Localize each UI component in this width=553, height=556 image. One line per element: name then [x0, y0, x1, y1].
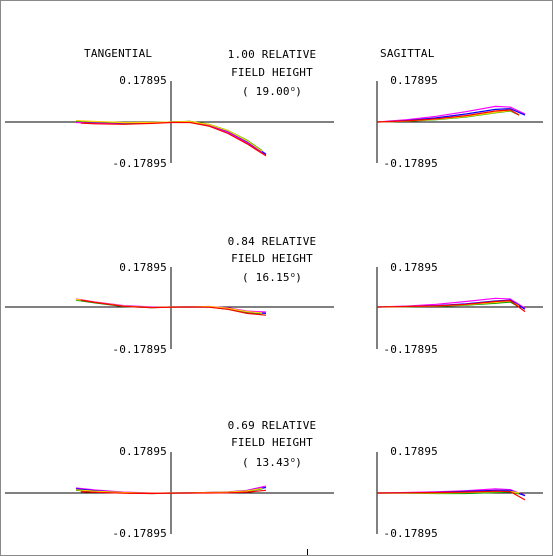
- sagittal-tick-top: 0.17895: [390, 74, 438, 87]
- sagittal-tick-top: 0.17895: [390, 445, 438, 458]
- field-relative-label: 1.00 RELATIVE: [227, 48, 317, 61]
- sagittal-tick-bottom: -0.17895: [383, 527, 438, 540]
- tangential-tick-bottom: -0.17895: [112, 157, 167, 170]
- sagittal-tick-top: 0.17895: [390, 261, 438, 274]
- field-relative-label: 0.84 RELATIVE: [227, 235, 317, 248]
- degree-symbol: o: [290, 271, 296, 279]
- sagittal-tick-bottom: -0.17895: [383, 157, 438, 170]
- tangential-ray-curve: [80, 299, 267, 316]
- tangential-header: TANGENTIAL: [84, 47, 153, 60]
- tangential-tick-top: 0.17895: [119, 261, 167, 274]
- field-angle-label: ( 16.15o): [241, 271, 303, 284]
- frame-tick-mark: [307, 549, 308, 555]
- field-height-label: FIELD HEIGHT: [231, 436, 313, 449]
- degree-symbol: o: [290, 456, 296, 464]
- field-angle-value: 19.00: [255, 85, 290, 98]
- tangential-ray-curve: [75, 120, 263, 152]
- field-angle-label: ( 19.00o): [241, 85, 303, 98]
- tangential-ray-curve: [80, 489, 267, 495]
- sagittal-ray-curve: [376, 299, 526, 313]
- sagittal-header: SAGITTAL: [380, 47, 435, 60]
- tangential-tick-bottom: -0.17895: [112, 343, 167, 356]
- sagittal-ray-curve: [376, 109, 520, 123]
- field-height-label: FIELD HEIGHT: [231, 66, 313, 79]
- degree-symbol: o: [290, 85, 296, 93]
- sagittal-ray-curve: [376, 105, 526, 123]
- tangential-tick-top: 0.17895: [119, 445, 167, 458]
- tangential-tick-top: 0.17895: [119, 74, 167, 87]
- tangential-tick-bottom: -0.17895: [112, 527, 167, 540]
- sagittal-tick-bottom: -0.17895: [383, 343, 438, 356]
- field-angle-label: ( 13.43o): [241, 456, 303, 469]
- field-angle-value: 13.43: [255, 456, 290, 469]
- field-angle-value: 16.15: [255, 271, 290, 284]
- tangential-ray-curve: [80, 121, 267, 157]
- field-height-label: FIELD HEIGHT: [231, 252, 313, 265]
- sagittal-ray-curve: [376, 490, 526, 501]
- field-relative-label: 0.69 RELATIVE: [227, 419, 317, 432]
